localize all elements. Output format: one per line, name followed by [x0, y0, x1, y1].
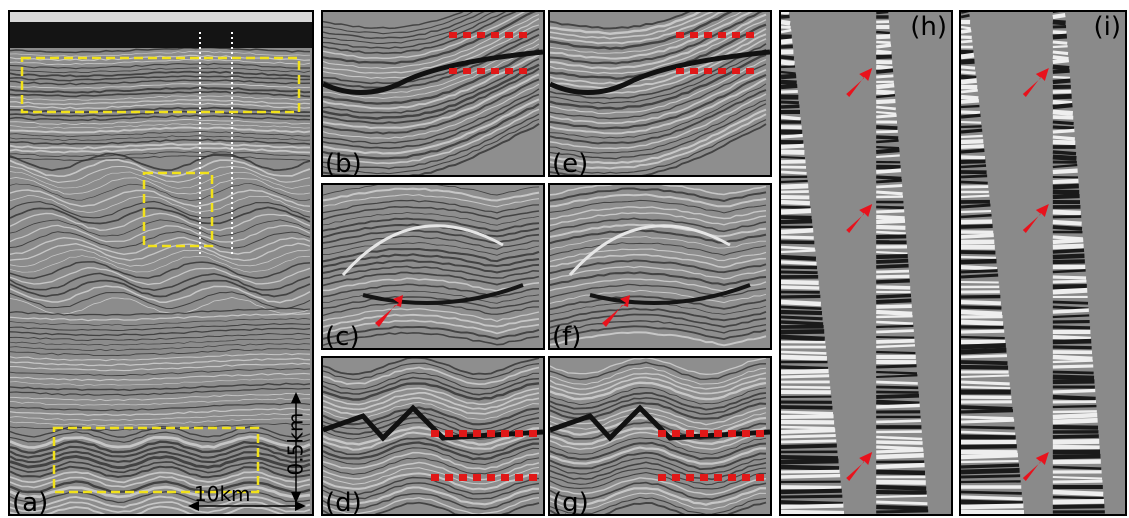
panel-f-seismic-zoom: (f): [548, 183, 772, 350]
panel-h-image: [781, 12, 951, 514]
scale-label-horizontal: 10km: [194, 482, 251, 506]
panel-label-d: (d): [325, 488, 362, 516]
panel-e-image: [550, 12, 770, 175]
panel-label-b: (b): [325, 149, 362, 177]
panel-b-seismic-zoom: (b): [321, 10, 545, 177]
panel-label-i: (i): [1093, 12, 1121, 42]
panel-label-g: (g): [552, 488, 589, 516]
panel-label-e: (e): [552, 149, 589, 177]
highlight-box-top: [20, 56, 301, 114]
panel-a-seismic-section: 10km 0.5km (a): [8, 10, 314, 516]
panel-label-f: (f): [552, 322, 582, 350]
panel-c-image: [323, 185, 543, 348]
panel-a-image: [10, 12, 312, 514]
panel-i-image: [961, 12, 1125, 514]
panel-d-seismic-zoom: (d): [321, 356, 545, 516]
panel-b-image: [323, 12, 543, 175]
panel-i-well-tie: (i): [959, 10, 1127, 516]
highlight-box-middle: [142, 171, 214, 248]
panel-e-seismic-zoom: (e): [548, 10, 772, 177]
panel-d-image: [323, 358, 543, 514]
panel-label-h: (h): [910, 12, 947, 42]
panel-h-well-tie: (h): [779, 10, 953, 516]
panel-g-image: [550, 358, 770, 514]
panel-label-c: (c): [325, 322, 360, 350]
panel-label-a: (a): [12, 488, 49, 516]
highlight-box-bottom: [52, 426, 260, 494]
panel-c-seismic-zoom: (c): [321, 183, 545, 350]
scale-label-vertical: 0.5km: [283, 412, 308, 476]
panel-g-seismic-zoom: (g): [548, 356, 772, 516]
panel-f-image: [550, 185, 770, 348]
